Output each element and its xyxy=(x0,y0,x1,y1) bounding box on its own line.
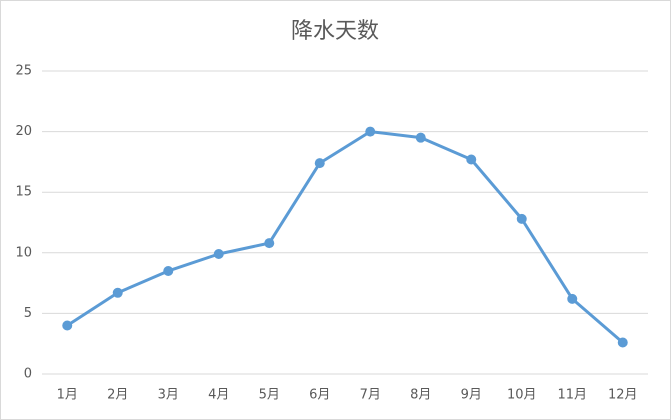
marker xyxy=(466,154,477,165)
chart-title: 降水天数 xyxy=(291,19,379,44)
marker xyxy=(567,293,578,304)
x-tick-label: 10月 xyxy=(507,388,537,403)
x-tick-label: 4月 xyxy=(208,388,229,403)
marker xyxy=(62,320,73,331)
y-tick-label: 25 xyxy=(15,64,32,79)
x-tick-label: 8月 xyxy=(410,388,431,403)
line xyxy=(66,130,624,344)
y-tick-label: 10 xyxy=(15,245,32,260)
y-tick-label: 5 xyxy=(24,306,32,321)
x-tick-label: 2月 xyxy=(107,388,128,403)
marker xyxy=(516,213,527,224)
x-tick-label: 9月 xyxy=(461,388,482,403)
marker xyxy=(264,238,275,249)
marker xyxy=(415,132,426,143)
y-tick-label: 20 xyxy=(15,124,32,139)
x-tick-label: 11月 xyxy=(557,388,587,403)
marker xyxy=(617,337,628,348)
x-tick-label: 5月 xyxy=(259,388,280,403)
marker xyxy=(314,158,325,169)
y-tick-label: 15 xyxy=(15,185,32,200)
marker xyxy=(112,287,123,298)
x-tick-label: 6月 xyxy=(309,388,330,403)
y-tick-label: 0 xyxy=(24,367,32,382)
x-tick-label: 1月 xyxy=(57,388,78,403)
x-tick-label: 3月 xyxy=(158,388,179,403)
marker xyxy=(213,249,224,260)
x-tick-label: 12月 xyxy=(608,388,638,403)
marker xyxy=(365,126,376,137)
x-tick-label: 7月 xyxy=(360,388,381,403)
marker xyxy=(163,265,174,276)
